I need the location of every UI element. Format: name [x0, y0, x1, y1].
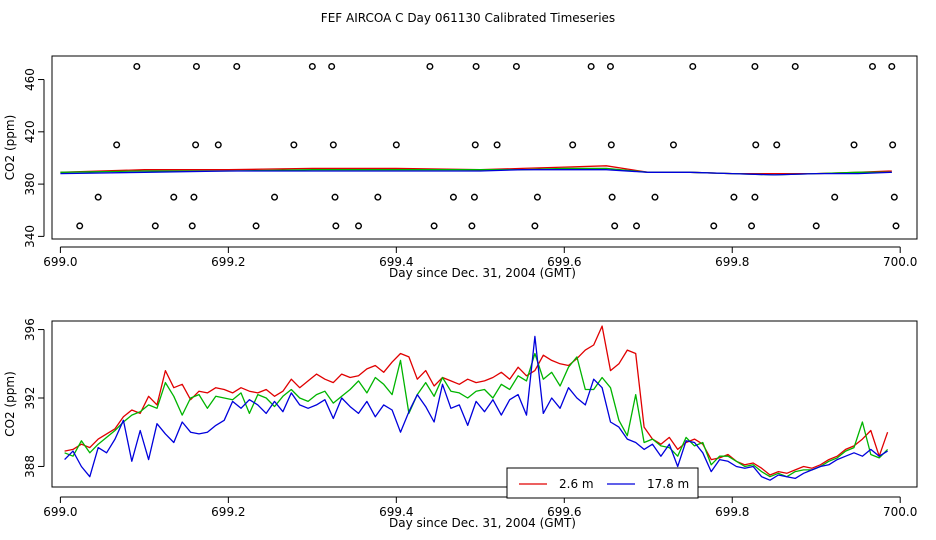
panel-top-scatter-point [606, 62, 614, 70]
panel-top-scatter-point [569, 141, 577, 149]
panel-top-scatter-point [426, 62, 434, 70]
panel-top-scatter-point [252, 222, 260, 230]
panel-top-scatter-point [608, 193, 616, 201]
panel-top-scatter-point [468, 222, 476, 230]
panel-bottom: 699.0 699.2 699.4 699.6 699.8 700.0 388 392 396 D… [3, 318, 918, 530]
panel-top-x-axis-label: Day since Dec. 31, 2004 (GMT) [389, 266, 576, 280]
panel-top-scatter-point [308, 62, 316, 70]
panel-top-scatter-point [748, 222, 756, 230]
panel-top-scatter-point [791, 62, 799, 70]
panel-top-scatter-point [892, 222, 900, 230]
panel-top-y-tick-label: 380 [23, 173, 37, 196]
panel-top-x-tick-label: 699.4 [379, 255, 413, 269]
panel-bottom-x-tick-label: 699.6 [547, 505, 581, 519]
panel-bottom-x-tick-label: 700.0 [883, 505, 917, 519]
panel-top-y-tick-label: 420 [23, 120, 37, 143]
panel-top-y-tick-label: 340 [23, 225, 37, 248]
panel-top-scatter-point [607, 141, 615, 149]
panel-top-scatter-point [449, 193, 457, 201]
panel-bottom-legend-label: 17.8 m [647, 477, 689, 491]
panel-top-scatter-point [374, 193, 382, 201]
panel-top-scatter-point [868, 62, 876, 70]
panel-top-scatter-point [751, 193, 759, 201]
panel-top-scatter-point [332, 222, 340, 230]
panel-bottom-y-tick-label: 392 [23, 387, 37, 410]
panel-top-scatter-point [290, 141, 298, 149]
panel-top-scatter-point [472, 62, 480, 70]
panel-bottom-y-axis-label: CO2 (ppm) [3, 371, 17, 437]
panel-top-scatter-point [271, 193, 279, 201]
panel-top-scatter-point [329, 141, 337, 149]
panel-top-scatter-point [850, 141, 858, 149]
panel-top-scatter-point [888, 62, 896, 70]
panel-bottom-plot-area [64, 325, 889, 481]
panel-top-scatter-point [151, 222, 159, 230]
panel-top-scatter-point [471, 141, 479, 149]
panel-top-scatter-point [392, 141, 400, 149]
panel-top-scatter-point [430, 222, 438, 230]
panel-top-scatter-point [233, 62, 241, 70]
panel-bottom-plot-frame [51, 320, 918, 488]
panel-top-scatter-point [328, 62, 336, 70]
panel-top-scatter-point [493, 141, 501, 149]
panel-top-scatter-point [214, 141, 222, 149]
panel-top-scatter-point [170, 193, 178, 201]
panel-top-scatter-point [94, 193, 102, 201]
panel-top-scatter-point [470, 193, 478, 201]
panel-top-scatter-point [812, 222, 820, 230]
panel-bottom-legend-label: 2.6 m [559, 477, 594, 491]
panel-top-scatter-point [76, 222, 84, 230]
panel-top-scatter-point [890, 193, 898, 201]
panel-bottom-series-green [64, 352, 889, 478]
panel-top-scatter-point [192, 141, 200, 149]
panel-bottom-y-tick-label: 388 [23, 455, 37, 478]
panel-top-scatter-point [611, 222, 619, 230]
panel-top-scatter-point [190, 193, 198, 201]
panel-bottom-x-tick-label: 699.4 [379, 505, 413, 519]
panel-top-scatter-point [751, 62, 759, 70]
panel-top-scatter-point [669, 141, 677, 149]
panel-bottom-x-tick-label: 699.8 [715, 505, 749, 519]
panel-bottom-x-axis-label: Day since Dec. 31, 2004 (GMT) [389, 516, 576, 530]
panel-top-scatter-point [889, 141, 897, 149]
panel-top-scatter-point [192, 62, 200, 70]
panel-top-y-tick-label: 460 [23, 68, 37, 91]
panel-top-scatter-point [651, 193, 659, 201]
panel-bottom-series-2-6-m [64, 325, 889, 476]
panel-top-scatter-point [113, 141, 121, 149]
panel-bottom-x-tick-label: 699.2 [211, 505, 245, 519]
panel-top-y-axis-label: CO2 (ppm) [3, 115, 17, 181]
panel-bottom-y-tick-label: 396 [23, 318, 37, 341]
panel-bottom-legend-box [506, 467, 699, 499]
panel-top-scatter-point [752, 141, 760, 149]
panel-top-x-tick-label: 699.8 [715, 255, 749, 269]
panel-top-scatter-point [633, 222, 641, 230]
panel-top-scatter-point [512, 62, 520, 70]
panel-bottom-series-17-8-m [64, 335, 888, 481]
panel-top-scatter-point [689, 62, 697, 70]
panel-top-scatter-point [355, 222, 363, 230]
panel-top-series-blue [60, 169, 892, 176]
panel-top-scatter-point [133, 62, 141, 70]
panel-top-plot-frame [51, 55, 918, 240]
panel-top-scatter-point [188, 222, 196, 230]
panel-top-scatter-point [831, 193, 839, 201]
panel-top-plot-area [60, 165, 892, 176]
panel-top-scatter-point [730, 193, 738, 201]
panel-top: 699.0 699.2 699.4 699.6 699.8 700.0 340 380 420 4… [3, 55, 918, 280]
panel-top-x-tick-label: 699.0 [43, 255, 77, 269]
panel-top-scatter-point [331, 193, 339, 201]
figure-title: FEF AIRCOA C Day 061130 Calibrated Times… [321, 11, 615, 25]
panel-top-scatter-point [773, 141, 781, 149]
panel-top-scatter-point [533, 193, 541, 201]
panel-top-x-tick-label: 700.0 [883, 255, 917, 269]
panel-top-scatter-point [531, 222, 539, 230]
panel-top-scatter-point [587, 62, 595, 70]
panel-top-x-tick-label: 699.2 [211, 255, 245, 269]
panel-bottom-x-tick-label: 699.0 [43, 505, 77, 519]
panel-top-scatter-point [710, 222, 718, 230]
panel-top-x-tick-label: 699.6 [547, 255, 581, 269]
